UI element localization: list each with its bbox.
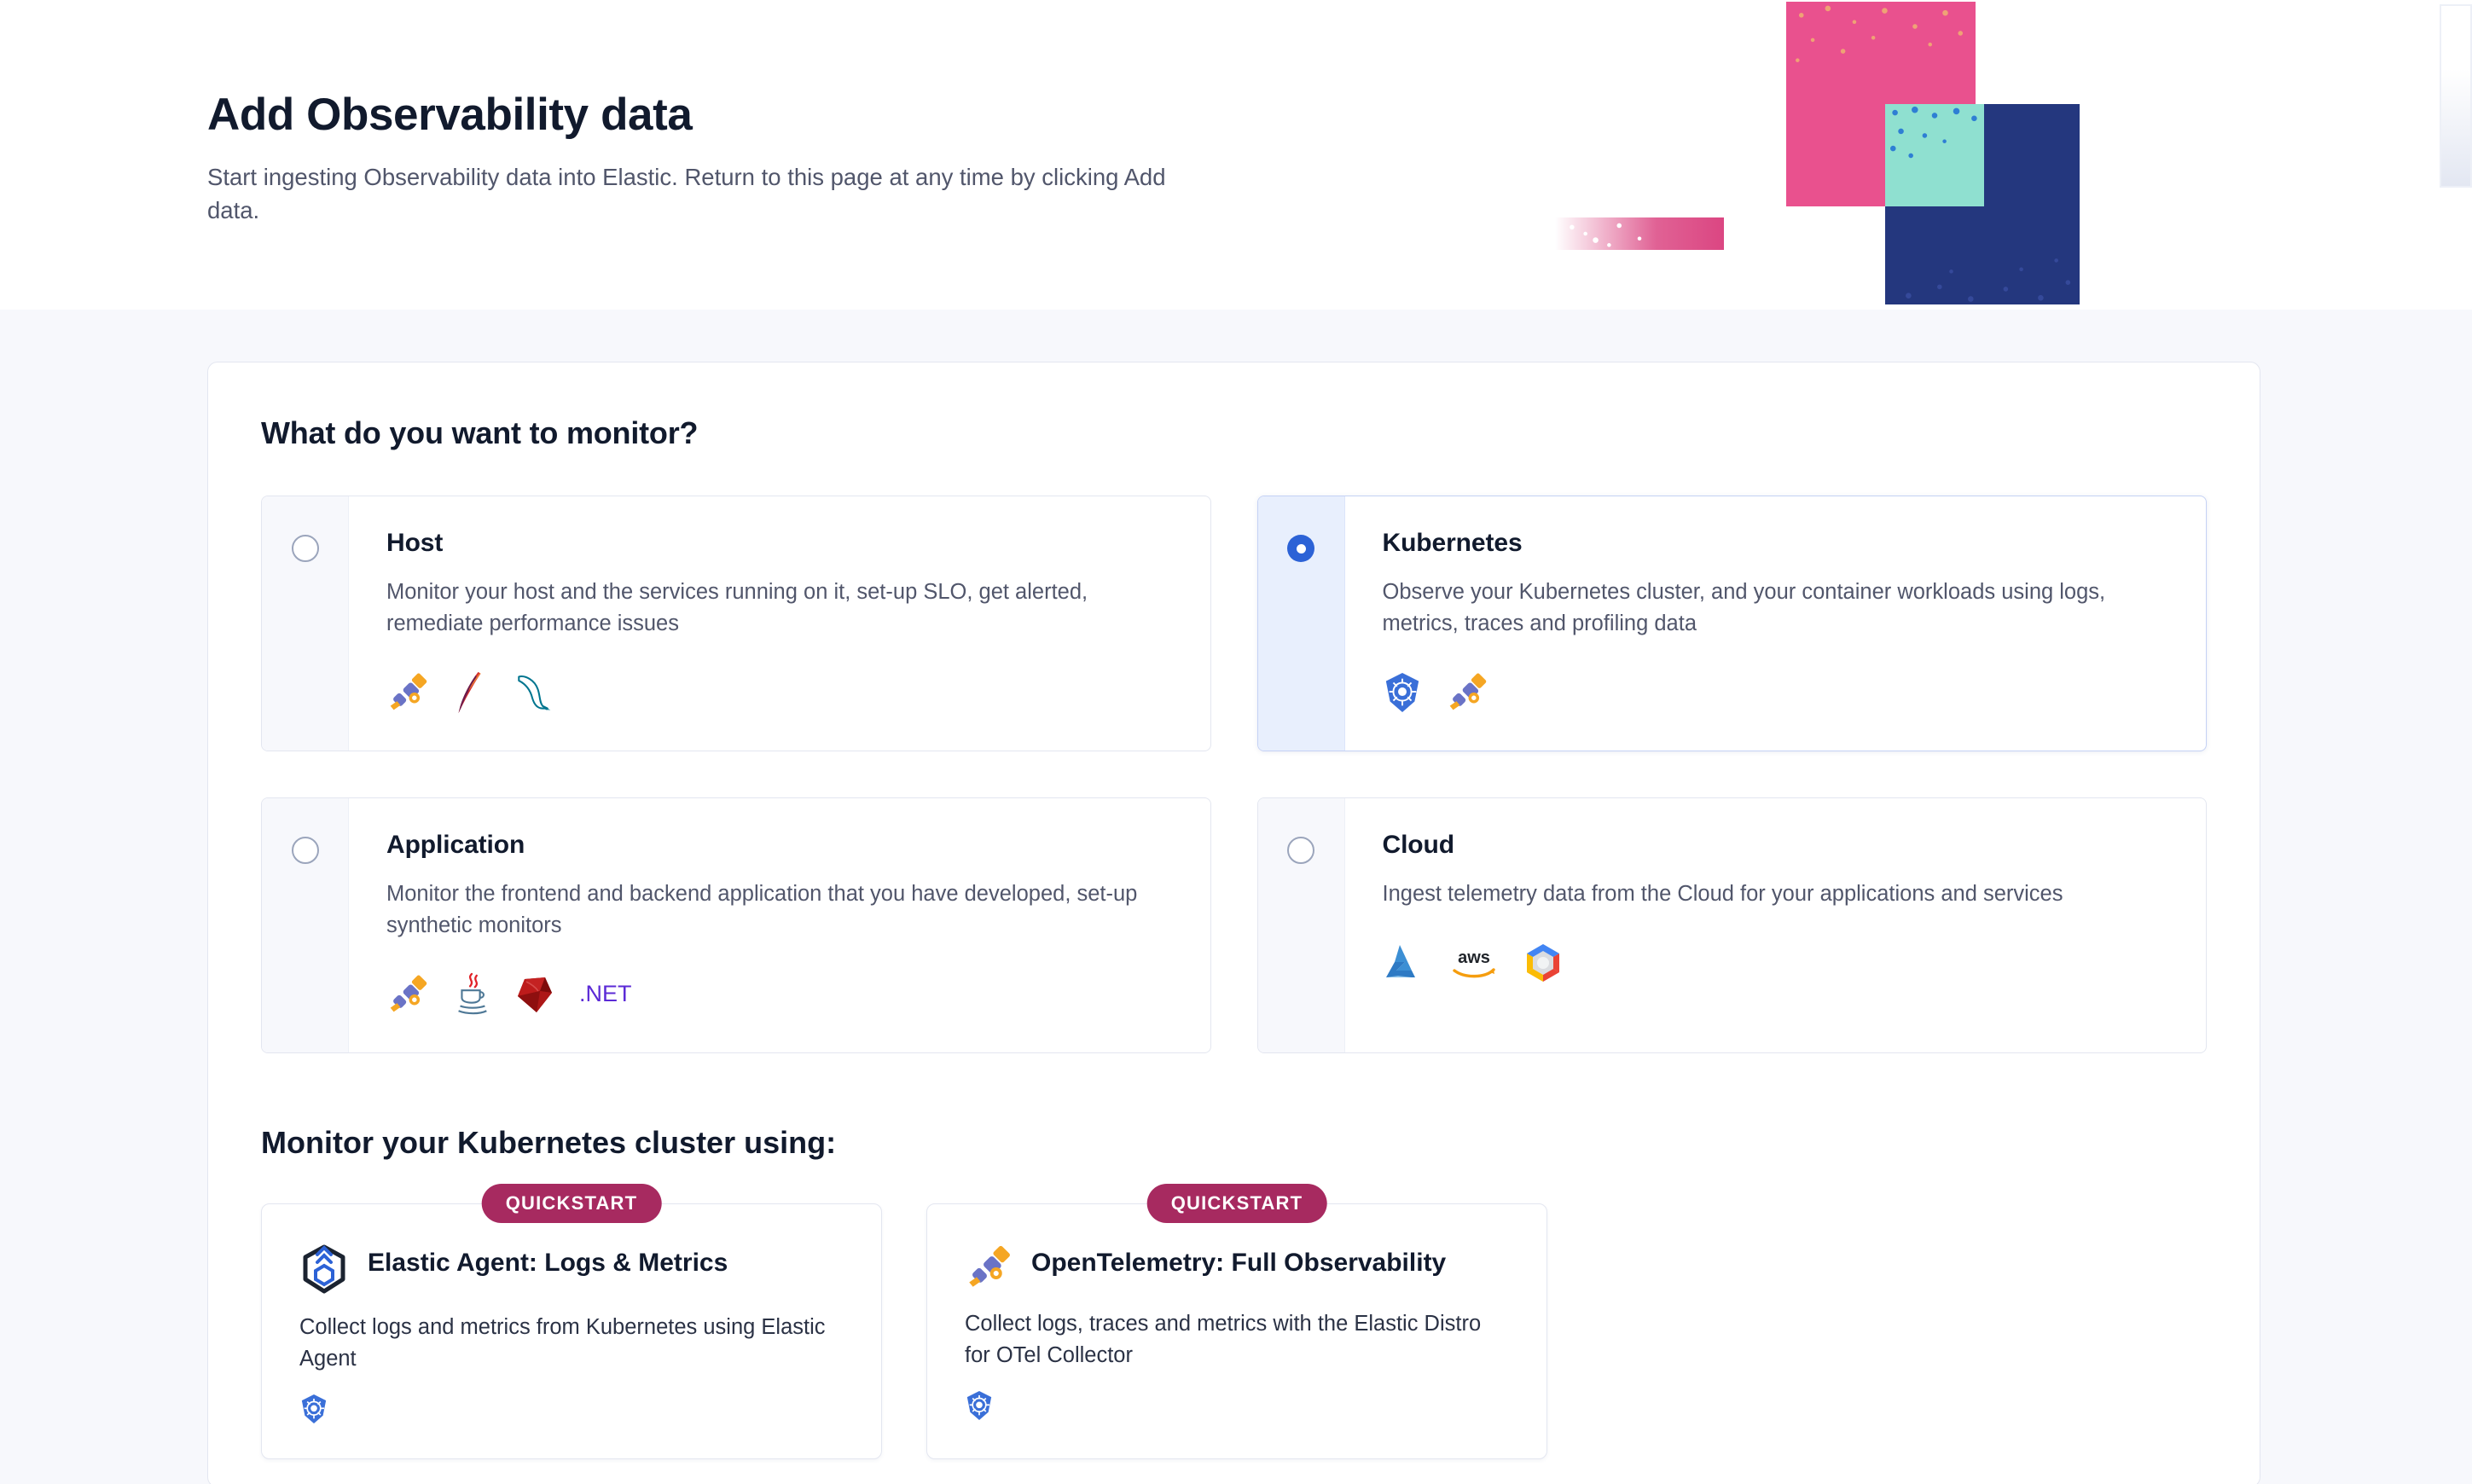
quickstart-description-opentelemetry: Collect logs, traces and metrics with th…	[965, 1312, 1482, 1367]
page-header: Add Observability data Start ingesting O…	[0, 0, 2472, 310]
option-title-application: Application	[386, 831, 525, 859]
quickstart-title-elastic-agent: Elastic Agent: Logs & Metrics	[368, 1249, 728, 1277]
quickstart-footer-elastic-agent	[299, 1394, 844, 1424]
quickstart-card-elastic-agent[interactable]: QUICKSTART Elastic Agent: Logs & Metrics	[261, 1184, 882, 1459]
pink-bar-speckle-overlay	[1555, 217, 1724, 250]
quickstart-section-title: Monitor your Kubernetes cluster using:	[261, 1125, 837, 1160]
radio-strip-cloud[interactable]	[1257, 798, 1345, 1052]
quickstart-title-opentelemetry: OpenTelemetry: Full Observability	[1031, 1249, 1447, 1277]
radio-strip-host[interactable]	[262, 496, 349, 751]
option-description-host: Monitor your host and the services runni…	[386, 580, 1088, 635]
apache-icon	[453, 670, 487, 715]
option-card-application[interactable]: Application Monitor the frontend and bac…	[261, 797, 1211, 1053]
svg-text:aws: aws	[1458, 948, 1490, 967]
azure-icon	[1383, 943, 1425, 983]
teal-square-decoration	[1885, 104, 1984, 206]
ruby-icon	[514, 974, 555, 1015]
header-text-block: Add Observability data Start ingesting O…	[207, 90, 1214, 227]
navy-speckle-overlay	[1885, 194, 2080, 304]
teal-speckle-overlay	[1885, 104, 1984, 176]
monitor-option-grid: Host Monitor your host and the services …	[261, 496, 2207, 1053]
quickstart-badge: QUICKSTART	[1146, 1184, 1327, 1223]
pink-speckle-overlay	[1786, 2, 1976, 114]
option-icon-row-kubernetes	[1383, 669, 2169, 716]
page-body: What do you want to monitor? Host Monito…	[0, 310, 2472, 1484]
page-title: Add Observability data	[207, 90, 693, 140]
opentelemetry-icon	[1446, 671, 1488, 714]
aws-icon: aws	[1449, 944, 1499, 982]
content-panel: What do you want to monitor? Host Monito…	[207, 362, 2260, 1484]
option-description-application: Monitor the frontend and backend applica…	[386, 882, 1138, 937]
option-icon-row-host	[386, 669, 1173, 716]
opentelemetry-icon	[965, 1243, 1013, 1291]
option-title-kubernetes: Kubernetes	[1382, 529, 1523, 557]
kubernetes-icon	[299, 1394, 328, 1424]
dotnet-icon: .NET	[579, 981, 632, 1007]
decorative-header-artwork	[1534, 0, 2472, 310]
radio-kubernetes[interactable]	[1287, 535, 1314, 562]
kubernetes-icon	[965, 1390, 994, 1421]
radio-strip-application[interactable]	[262, 798, 349, 1052]
opentelemetry-icon	[386, 671, 429, 714]
option-card-kubernetes[interactable]: Kubernetes Observe your Kubernetes clust…	[1256, 496, 2207, 751]
option-description-cloud: Ingest telemetry data from the Cloud for…	[1382, 882, 2063, 906]
option-title-cloud: Cloud	[1382, 831, 1455, 859]
monitor-section-title: What do you want to monitor?	[261, 415, 699, 450]
radio-strip-kubernetes[interactable]	[1257, 496, 1345, 751]
quickstart-card-opentelemetry[interactable]: QUICKSTART OpenTele	[926, 1184, 1547, 1459]
elastic-agent-icon	[299, 1243, 349, 1295]
radio-host[interactable]	[291, 535, 319, 562]
quickstart-description-elastic-agent: Collect logs and metrics from Kubernetes…	[299, 1315, 826, 1371]
quickstart-footer-opentelemetry	[965, 1390, 1509, 1421]
option-icon-row-application: .NET	[386, 971, 1173, 1018]
light-strip-decoration	[2440, 4, 2472, 188]
option-card-cloud[interactable]: Cloud Ingest telemetry data from the Clo…	[1256, 797, 2207, 1053]
pink-bar-decoration	[1555, 217, 1724, 250]
option-title-host: Host	[386, 529, 444, 557]
kubernetes-icon	[1383, 672, 1422, 713]
java-icon	[453, 972, 490, 1017]
option-card-host[interactable]: Host Monitor your host and the services …	[261, 496, 1211, 751]
radio-cloud[interactable]	[1287, 837, 1314, 864]
opentelemetry-icon	[386, 973, 429, 1016]
gcp-icon	[1523, 942, 1564, 983]
quickstart-badge: QUICKSTART	[481, 1184, 662, 1223]
page-subtitle: Start ingesting Observability data into …	[207, 163, 1166, 223]
quickstart-card-row: QUICKSTART Elastic Agent: Logs & Metrics	[261, 1184, 2207, 1459]
option-description-kubernetes: Observe your Kubernetes cluster, and you…	[1382, 580, 2106, 635]
option-icon-row-cloud: aws	[1383, 939, 2169, 987]
radio-application[interactable]	[291, 837, 319, 864]
mysql-icon	[511, 673, 555, 712]
